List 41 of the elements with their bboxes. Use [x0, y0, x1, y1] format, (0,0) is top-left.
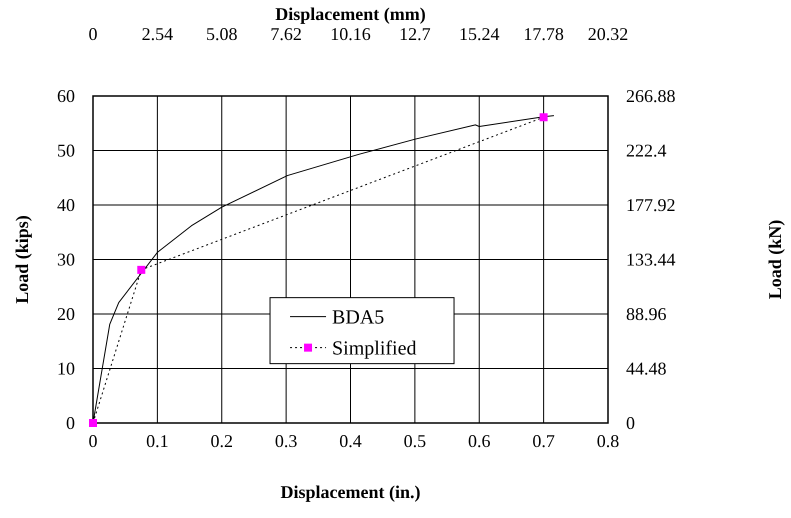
point: [540, 113, 548, 122]
y-tick-label: 30: [57, 250, 75, 270]
y2-tick-label: 44.48: [626, 358, 666, 378]
y2-tick-label: 177.92: [626, 195, 676, 215]
y2-tick-label: 88.96: [626, 304, 666, 324]
x2-tick-label: 5.08: [206, 24, 238, 44]
y-tick-label: 40: [57, 195, 75, 215]
y2-tick-label: 0: [626, 413, 635, 433]
y2-tick-label: 266.88: [626, 86, 676, 106]
y-tick-label: 0: [66, 413, 75, 433]
y-tick-label: 60: [57, 86, 75, 106]
x2-tick-label: 17.78: [523, 24, 564, 44]
x2-tick-label: 0: [88, 24, 98, 44]
legend-label: BDA5: [332, 306, 384, 329]
legend-label: Simplified: [332, 338, 416, 360]
x-tick-label: 0.8: [596, 431, 620, 451]
x-tick-label: 0.4: [339, 431, 362, 451]
x-tick-label: 0.7: [532, 431, 555, 451]
x-tick-label: 0.1: [146, 431, 169, 451]
y-tick-label: 50: [57, 140, 75, 160]
x-tick-label: 0.2: [210, 431, 233, 451]
point: [89, 419, 97, 427]
x2-tick-label: 20.32: [588, 24, 628, 44]
point: [137, 266, 146, 274]
x-axis-title: Displacement (in.): [280, 482, 420, 502]
x-tick-label: 0.6: [468, 431, 490, 451]
x-tick-label: 0.3: [274, 431, 298, 451]
y-tick-label: 10: [57, 358, 75, 378]
x2-axis-title: Displacement (mm): [275, 4, 426, 24]
x-tick-label: 0: [88, 431, 98, 451]
y-axis-title: Load (kips): [12, 215, 32, 304]
x2-tick-label: 10.16: [330, 24, 371, 44]
x-tick-label: 0.5: [404, 431, 426, 451]
y2-tick-label: 133.44: [626, 250, 676, 270]
x2-tick-label: 2.54: [142, 24, 174, 44]
x2-tick-label: 15.24: [459, 24, 500, 44]
y2-axis-title: Load (kN): [765, 220, 785, 300]
y-tick-label: 20: [57, 304, 75, 324]
y2-tick-label: 222.4: [626, 140, 666, 160]
x2-tick-label: 12.7: [399, 24, 431, 44]
x2-tick-label: 7.62: [270, 24, 302, 44]
